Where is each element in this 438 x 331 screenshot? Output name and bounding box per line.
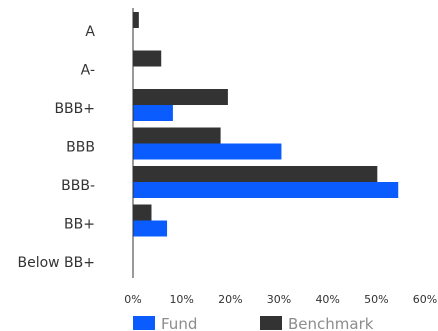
bar-fund-bbb-	[133, 105, 173, 121]
category-label-below-bb-: Below BB+	[17, 255, 95, 271]
x-tick-label-4: 40%	[315, 293, 339, 306]
bar-benchmark-bbb-	[133, 166, 378, 182]
bar-benchmark-a-	[133, 50, 162, 67]
x-tick-label-2: 20%	[218, 293, 242, 306]
category-label-bbb-: BBB+	[54, 101, 95, 117]
bar-fund-bb-	[133, 220, 168, 237]
x-tick-label-0: 0%	[124, 293, 141, 306]
bar-fund-bbb	[133, 143, 282, 160]
legend-label-benchmark: Benchmark	[288, 315, 374, 331]
x-tick-label-6: 60%	[413, 293, 437, 306]
bar-benchmark-a	[133, 12, 139, 28]
legend-label-fund: Fund	[161, 315, 197, 331]
bar-fund-bbb-	[133, 182, 399, 198]
bar-benchmark-bbb	[133, 127, 221, 144]
legend-swatch-fund	[133, 316, 155, 330]
bar-benchmark-bb-	[133, 204, 152, 221]
bar-benchmark-bbb-	[133, 89, 228, 105]
category-label-bbb-: BBB-	[61, 178, 95, 194]
x-tick-label-3: 30%	[267, 293, 291, 306]
x-tick-label-5: 50%	[364, 293, 388, 306]
x-tick-label-1: 10%	[169, 293, 193, 306]
category-label-bb-: BB+	[64, 217, 95, 233]
category-label-bbb: BBB	[66, 140, 95, 156]
legend-swatch-benchmark	[260, 316, 282, 330]
category-label-a-: A-	[81, 63, 95, 79]
category-label-a: A	[85, 24, 95, 40]
